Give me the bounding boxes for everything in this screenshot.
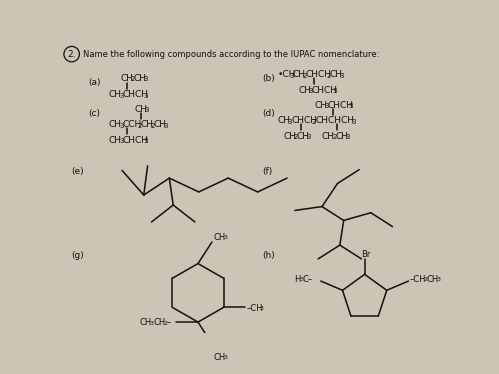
Text: CHCH: CHCH <box>327 101 353 110</box>
Text: 3: 3 <box>288 119 292 125</box>
Text: 3: 3 <box>119 138 123 144</box>
Text: CH: CH <box>134 105 147 114</box>
Text: 3: 3 <box>224 235 228 240</box>
Text: CH: CH <box>214 233 226 242</box>
Text: 2: 2 <box>423 277 427 282</box>
Text: 3: 3 <box>119 93 123 99</box>
Text: (e): (e) <box>72 166 84 175</box>
Text: 3: 3 <box>260 306 264 311</box>
Text: (c): (c) <box>89 109 101 118</box>
Text: CH: CH <box>140 318 152 327</box>
Text: 3: 3 <box>300 277 304 282</box>
Text: CH: CH <box>426 275 439 284</box>
Text: CH: CH <box>314 101 327 110</box>
Text: 3: 3 <box>145 107 149 113</box>
Text: (h): (h) <box>262 251 275 260</box>
Text: 3: 3 <box>143 138 148 144</box>
Text: 3: 3 <box>224 355 228 360</box>
Text: 2: 2 <box>163 321 167 325</box>
Text: 2: 2 <box>131 76 135 82</box>
Text: 2: 2 <box>151 123 155 129</box>
Text: CHCH: CHCH <box>306 70 332 79</box>
Text: 2.: 2. <box>67 50 76 59</box>
Text: H: H <box>294 275 301 284</box>
Text: CH: CH <box>214 353 226 362</box>
Text: CH: CH <box>330 70 343 79</box>
Text: 3: 3 <box>333 88 337 94</box>
Text: CH: CH <box>109 90 122 99</box>
Text: 2: 2 <box>332 134 336 140</box>
Text: CH: CH <box>153 318 165 327</box>
Text: CH: CH <box>322 132 335 141</box>
Text: CH: CH <box>335 132 348 141</box>
Text: (d): (d) <box>262 109 275 118</box>
Text: 3: 3 <box>340 73 344 79</box>
Text: CH: CH <box>141 120 154 129</box>
Text: –: – <box>166 318 171 327</box>
Text: 2: 2 <box>302 73 307 79</box>
Text: 2: 2 <box>293 134 298 140</box>
Text: CHCH: CHCH <box>291 116 317 126</box>
Text: CH: CH <box>278 116 291 126</box>
Text: •CH: •CH <box>278 70 296 79</box>
Text: (g): (g) <box>72 251 84 260</box>
Text: CHCH: CHCH <box>122 136 148 145</box>
Text: 3: 3 <box>144 76 148 82</box>
Text: 3: 3 <box>348 103 353 110</box>
Text: CH: CH <box>109 120 122 129</box>
Text: CH: CH <box>109 136 122 145</box>
Text: CCH: CCH <box>122 120 141 129</box>
Text: CHCH: CHCH <box>122 90 148 99</box>
Text: (f): (f) <box>262 166 272 175</box>
Text: 3: 3 <box>143 93 148 99</box>
Text: 3: 3 <box>289 73 294 79</box>
Text: 3: 3 <box>351 119 356 125</box>
Text: Br: Br <box>361 250 370 259</box>
Text: C–: C– <box>303 275 313 284</box>
Text: Name the following compounds according to the IUPAC nomenclature:: Name the following compounds according t… <box>83 50 380 59</box>
Text: 2: 2 <box>327 73 331 79</box>
Text: 3: 3 <box>306 134 311 140</box>
Text: CHCH: CHCH <box>312 86 338 95</box>
Text: CHCHCH: CHCHCH <box>315 116 354 126</box>
Text: 3: 3 <box>345 134 350 140</box>
Text: CH: CH <box>292 70 305 79</box>
Text: 3: 3 <box>309 88 313 94</box>
Text: –CH: –CH <box>247 304 263 313</box>
Text: –CH: –CH <box>410 275 427 284</box>
Text: CH: CH <box>120 74 134 83</box>
Text: (a): (a) <box>89 78 101 87</box>
Text: CH: CH <box>134 74 147 83</box>
Text: CH: CH <box>299 86 312 95</box>
Text: CH: CH <box>283 132 296 141</box>
Text: 3: 3 <box>324 103 329 110</box>
Text: 2: 2 <box>138 123 142 129</box>
Text: 3: 3 <box>164 123 168 129</box>
Text: 3: 3 <box>150 321 154 325</box>
Text: 3: 3 <box>119 123 123 129</box>
Text: CH: CH <box>154 120 167 129</box>
Text: 3: 3 <box>436 277 440 282</box>
Text: 2: 2 <box>312 119 316 125</box>
Text: CH: CH <box>296 132 309 141</box>
Text: (b): (b) <box>262 74 275 83</box>
